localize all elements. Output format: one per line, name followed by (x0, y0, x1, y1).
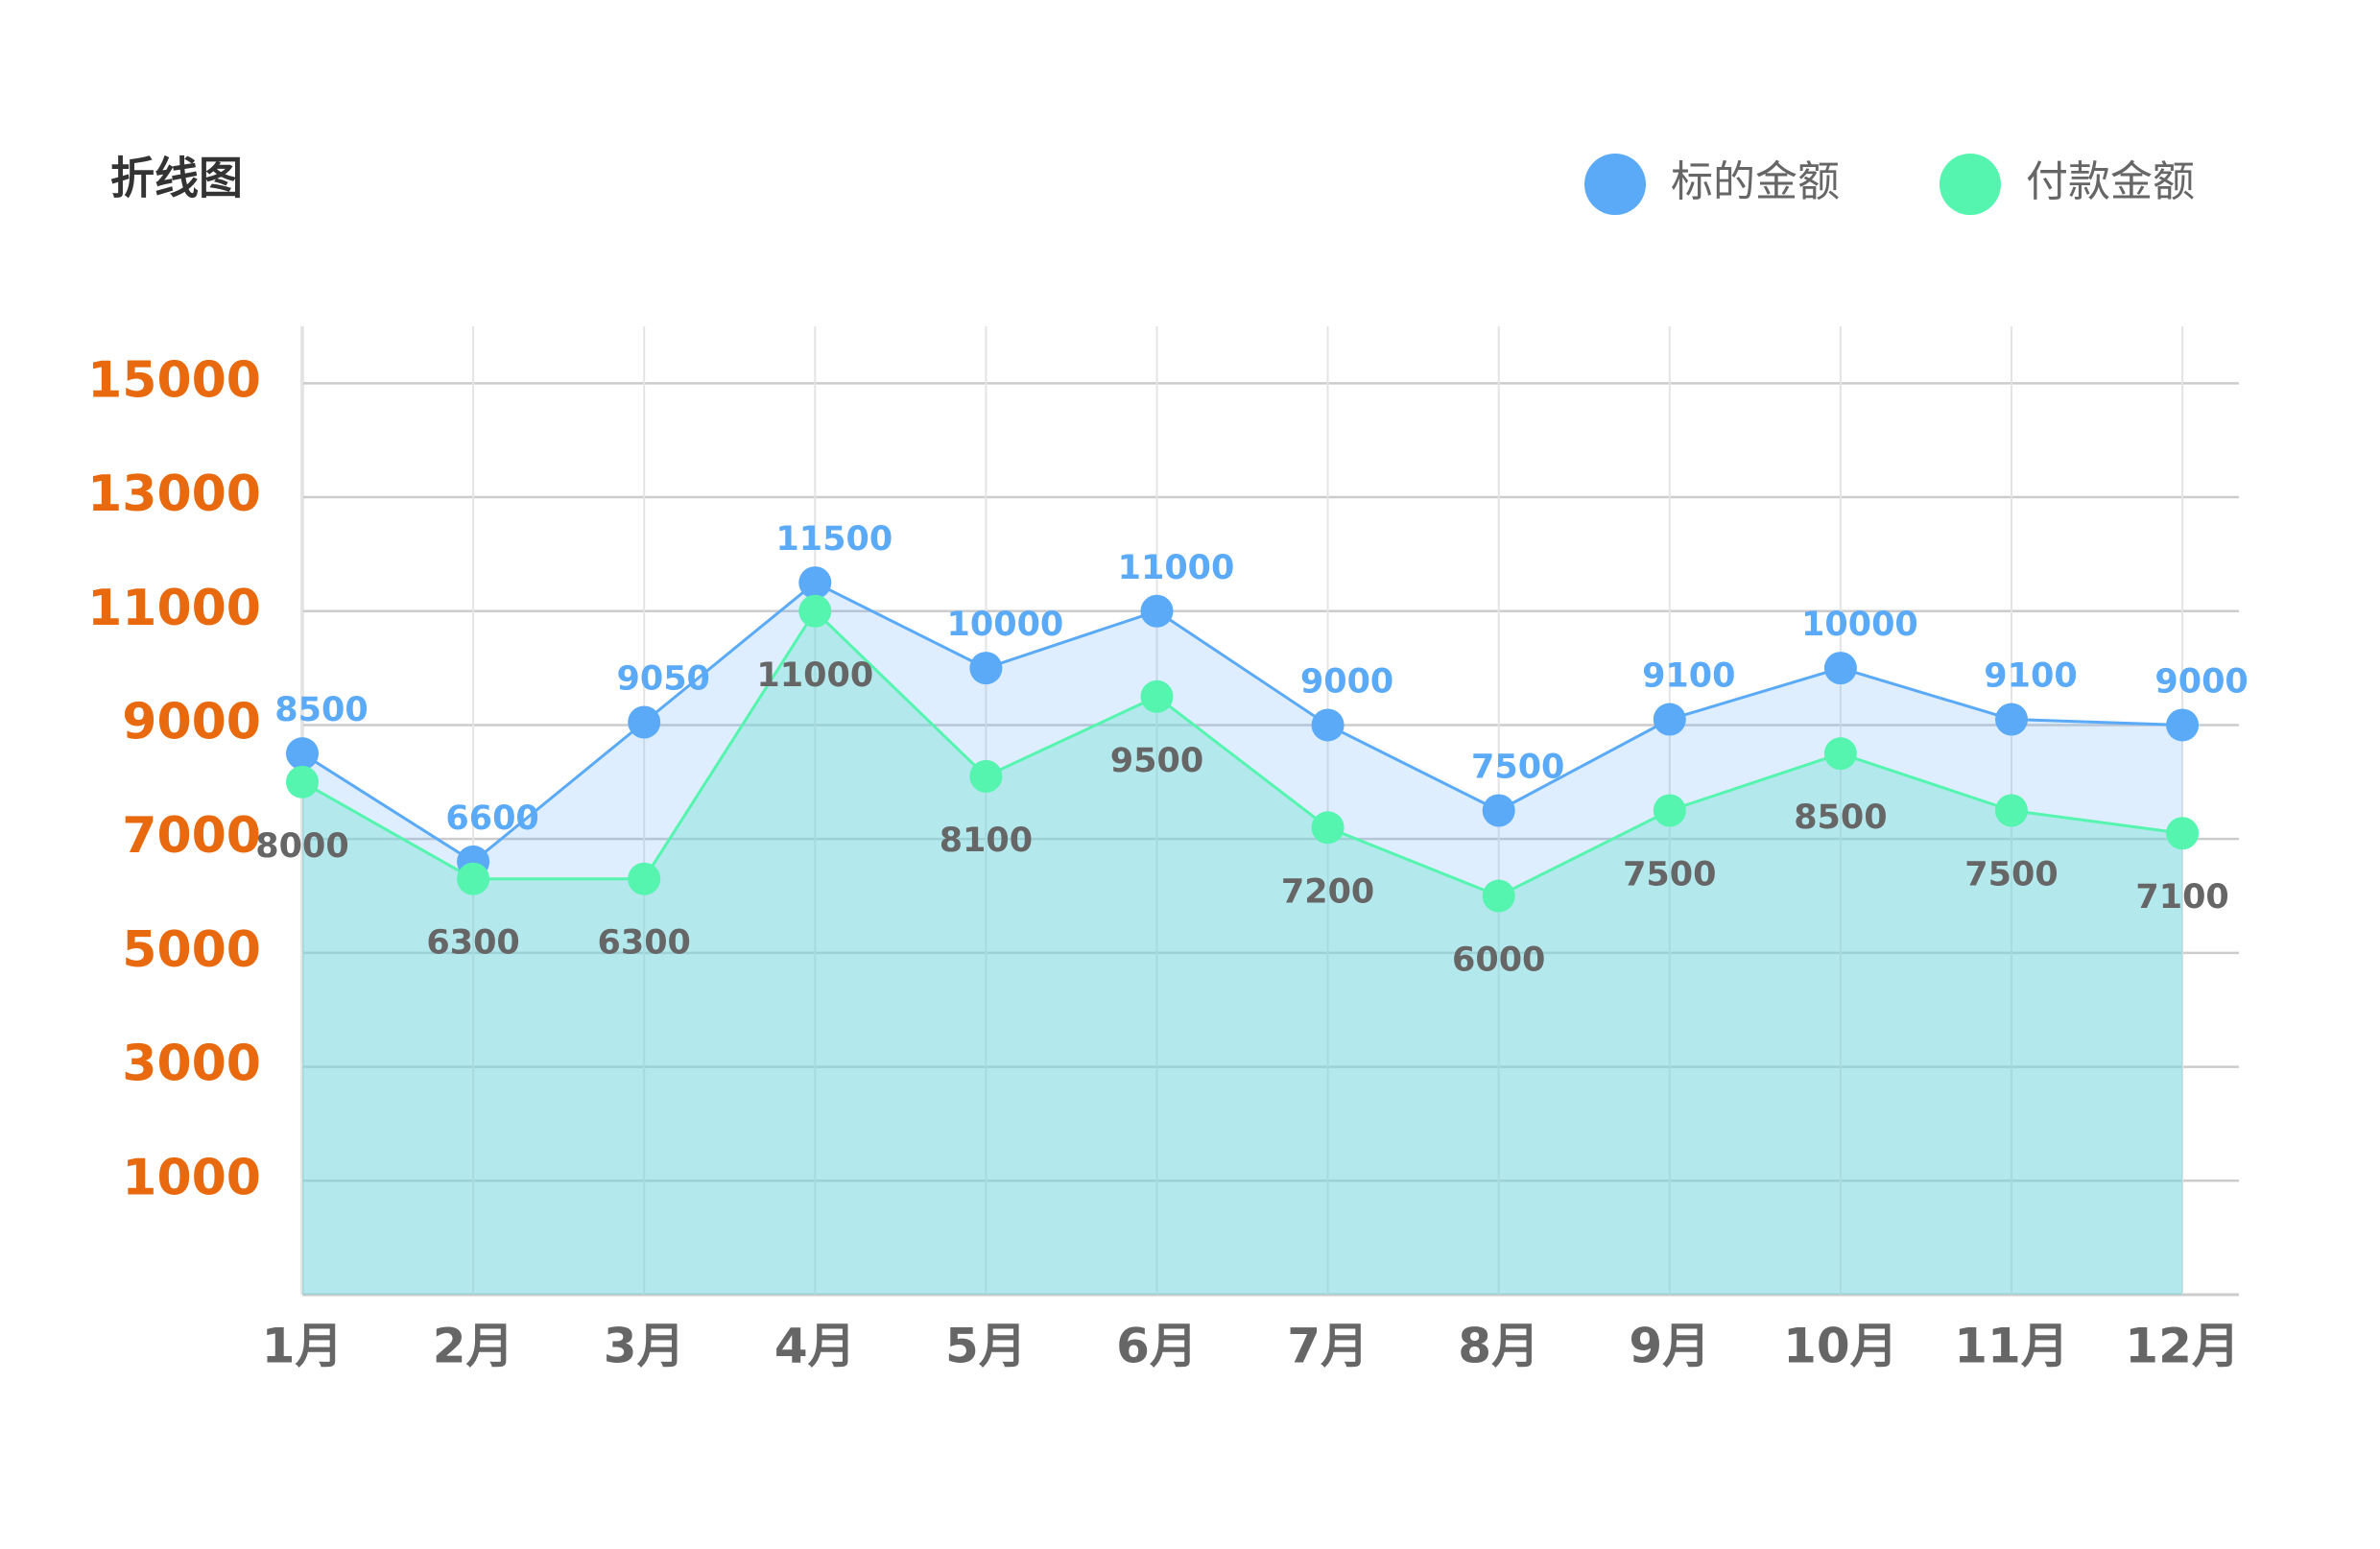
y-tick-label: 11000 (87, 580, 261, 637)
chart-title: 折线图 (110, 153, 243, 204)
point (1311, 708, 1345, 742)
point (798, 594, 832, 628)
point (2166, 708, 2200, 742)
x-tick-label: 7月 (1287, 1319, 1368, 1374)
point (628, 705, 661, 739)
data-label: 11000 (1118, 549, 1235, 587)
point (969, 652, 1003, 685)
point (457, 862, 490, 895)
data-label: 8100 (940, 822, 1033, 860)
data-label: 8000 (255, 827, 348, 866)
x-tick-label: 8月 (1458, 1319, 1539, 1374)
x-tick-label: 10月 (1783, 1319, 1898, 1374)
x-tick-label: 1月 (262, 1319, 344, 1374)
data-label: 7100 (2135, 878, 2228, 917)
x-tick-label: 2月 (433, 1319, 514, 1374)
legend-marker (1584, 154, 1646, 215)
y-tick-label: 9000 (122, 693, 261, 751)
point (1482, 794, 1515, 827)
data-label: 10000 (947, 606, 1064, 644)
data-label: 7500 (1964, 856, 2058, 894)
y-tick-label: 5000 (122, 921, 261, 979)
point (1823, 737, 1857, 771)
data-label: 9000 (1300, 662, 1393, 701)
data-label: 9100 (1642, 657, 1735, 696)
data-label: 7500 (1623, 856, 1716, 894)
point (1140, 679, 1174, 713)
data-label: 6000 (1452, 941, 1545, 980)
data-label: 8500 (1794, 798, 1887, 837)
data-label: 6600 (445, 799, 538, 838)
area (302, 583, 2183, 1295)
point (1482, 879, 1515, 913)
y-tick-label: 1000 (122, 1149, 261, 1206)
point (1653, 794, 1686, 827)
data-label: 9500 (1110, 742, 1203, 780)
point (628, 862, 661, 895)
point (969, 759, 1003, 793)
x-tick-label: 12月 (2125, 1319, 2240, 1374)
x-tick-label: 3月 (604, 1319, 685, 1374)
y-tick-label: 3000 (122, 1036, 261, 1093)
line (301, 581, 2183, 864)
legend-marker (1940, 154, 2001, 215)
legend-label: 付款金额 (2026, 157, 2195, 206)
point (1995, 703, 2028, 736)
point (1995, 794, 2028, 827)
x-tick-label: 6月 (1116, 1319, 1198, 1374)
point (2166, 817, 2200, 850)
point (1653, 703, 1686, 736)
data-label: 10000 (1801, 606, 1918, 644)
data-label: 6300 (597, 924, 690, 963)
point (1823, 652, 1857, 685)
point (1311, 811, 1345, 845)
legend-label: 标的金额 (1671, 157, 1840, 206)
data-label: 8500 (274, 691, 368, 729)
data-label: 9100 (1984, 657, 2077, 696)
x-tick-label: 9月 (1629, 1319, 1710, 1374)
data-label: 11000 (756, 656, 873, 695)
x-tick-label: 4月 (774, 1319, 856, 1374)
y-tick-label: 7000 (122, 807, 261, 865)
point (286, 737, 319, 771)
point (1140, 594, 1174, 628)
x-tick-label: 11月 (1954, 1319, 2069, 1374)
point (798, 566, 832, 600)
data-label: 7200 (1281, 872, 1374, 911)
line (301, 608, 2183, 898)
data-label: 7500 (1471, 749, 1564, 787)
data-label: 6300 (426, 924, 519, 963)
data-label: 9000 (2154, 662, 2248, 701)
x-tick-label: 5月 (945, 1319, 1027, 1374)
data-label: 11500 (775, 520, 892, 559)
point (286, 765, 319, 798)
y-tick-label: 13000 (87, 465, 261, 523)
data-label: 9050 (616, 660, 709, 699)
y-tick-label: 15000 (87, 351, 261, 409)
area (302, 610, 2183, 1295)
